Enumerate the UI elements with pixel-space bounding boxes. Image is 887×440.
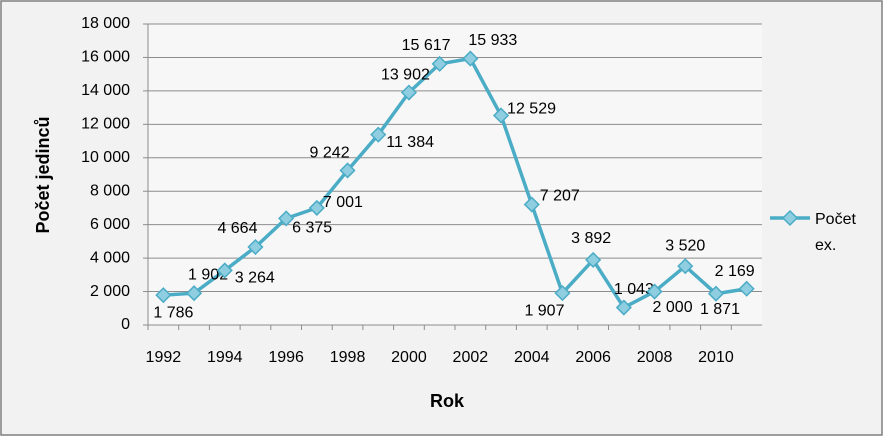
y-tick-label: 4 000	[90, 249, 130, 266]
x-tick-label: 2010	[698, 349, 734, 366]
data-marker	[216, 262, 233, 279]
plot-area	[148, 24, 762, 325]
data-marker	[339, 162, 356, 179]
data-label: 15 933	[468, 32, 517, 49]
y-tick-label: 12 000	[81, 116, 130, 133]
data-label: 6 375	[292, 220, 332, 237]
legend-label: Počet ex.	[815, 211, 856, 254]
y-tick-label: 0	[121, 316, 130, 333]
y-tick-label: 6 000	[90, 216, 130, 233]
x-tick-label: 2000	[391, 349, 427, 366]
data-label: 7 001	[323, 194, 363, 211]
data-marker	[523, 196, 540, 213]
data-label: 15 617	[402, 37, 451, 54]
data-marker	[247, 238, 264, 256]
data-marker	[370, 126, 387, 143]
x-tick-label: 1996	[268, 349, 304, 366]
x-tick-label: 1994	[207, 349, 243, 366]
data-label: 11 384	[386, 134, 434, 151]
y-tick-label: 10 000	[81, 149, 130, 166]
data-marker	[185, 285, 203, 302]
data-marker	[431, 55, 448, 72]
data-label: 2 169	[715, 263, 755, 280]
data-marker	[462, 50, 479, 67]
data-marker	[400, 84, 418, 101]
legend-marker	[781, 209, 799, 227]
data-label: 1 907	[524, 302, 564, 319]
data-marker	[492, 107, 510, 124]
x-tick-label: 2004	[514, 349, 550, 366]
y-tick-label: 8 000	[90, 182, 130, 199]
data-label: 4 664	[217, 220, 257, 237]
data-label: 3 264	[235, 270, 275, 287]
data-label: 1 871	[700, 301, 740, 318]
x-tick-label: 1998	[330, 349, 366, 366]
data-marker	[646, 283, 663, 300]
data-label: 1 043	[614, 281, 654, 298]
y-axis-title: Počet jedinců	[33, 116, 53, 233]
x-tick-label: 2008	[637, 349, 673, 366]
x-tick-label: 2002	[453, 349, 489, 366]
y-tick-label: 2 000	[90, 283, 130, 300]
data-marker	[308, 199, 325, 216]
y-tick-label: 14 000	[81, 82, 130, 99]
data-marker	[155, 287, 172, 304]
data-label: 1 786	[153, 304, 193, 321]
y-tick-label: 16 000	[81, 49, 130, 66]
data-label: 3 892	[571, 230, 611, 247]
data-label: 9 242	[310, 145, 350, 162]
legend-box	[766, 190, 874, 270]
data-label: 7 207	[540, 188, 580, 205]
x-tick-label: 1992	[146, 349, 182, 366]
x-tick-label: 2006	[575, 349, 611, 366]
data-marker	[554, 285, 571, 302]
data-marker	[677, 258, 694, 275]
data-label: 13 902	[381, 67, 430, 84]
data-marker	[738, 280, 755, 297]
data-marker	[278, 210, 295, 227]
data-marker	[707, 285, 725, 302]
data-label: 12 529	[507, 101, 556, 118]
y-tick-label: 18 000	[81, 15, 130, 32]
data-label: 2 000	[653, 299, 693, 316]
data-marker	[585, 251, 602, 268]
data-label: 3 520	[665, 237, 705, 254]
x-axis-title: Rok	[430, 391, 465, 411]
data-marker	[615, 299, 632, 316]
